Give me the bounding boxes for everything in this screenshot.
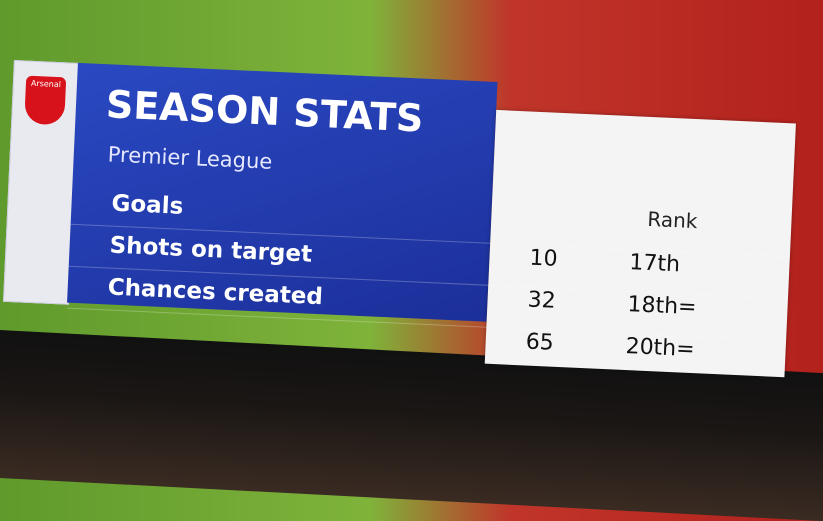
- title: SEASON STATS: [105, 82, 425, 141]
- stat-label: Goals: [110, 190, 184, 220]
- stat-value: 65: [525, 329, 555, 356]
- stat-label: Chances created: [107, 274, 324, 311]
- subtitle: Premier League: [107, 142, 273, 174]
- stats-graphic: Arsenal SEASON STATS Premier League Rank…: [0, 60, 803, 396]
- club-badge: Arsenal: [24, 75, 67, 126]
- stat-label: Shots on target: [109, 232, 313, 268]
- stat-rank: 20th=: [625, 334, 696, 363]
